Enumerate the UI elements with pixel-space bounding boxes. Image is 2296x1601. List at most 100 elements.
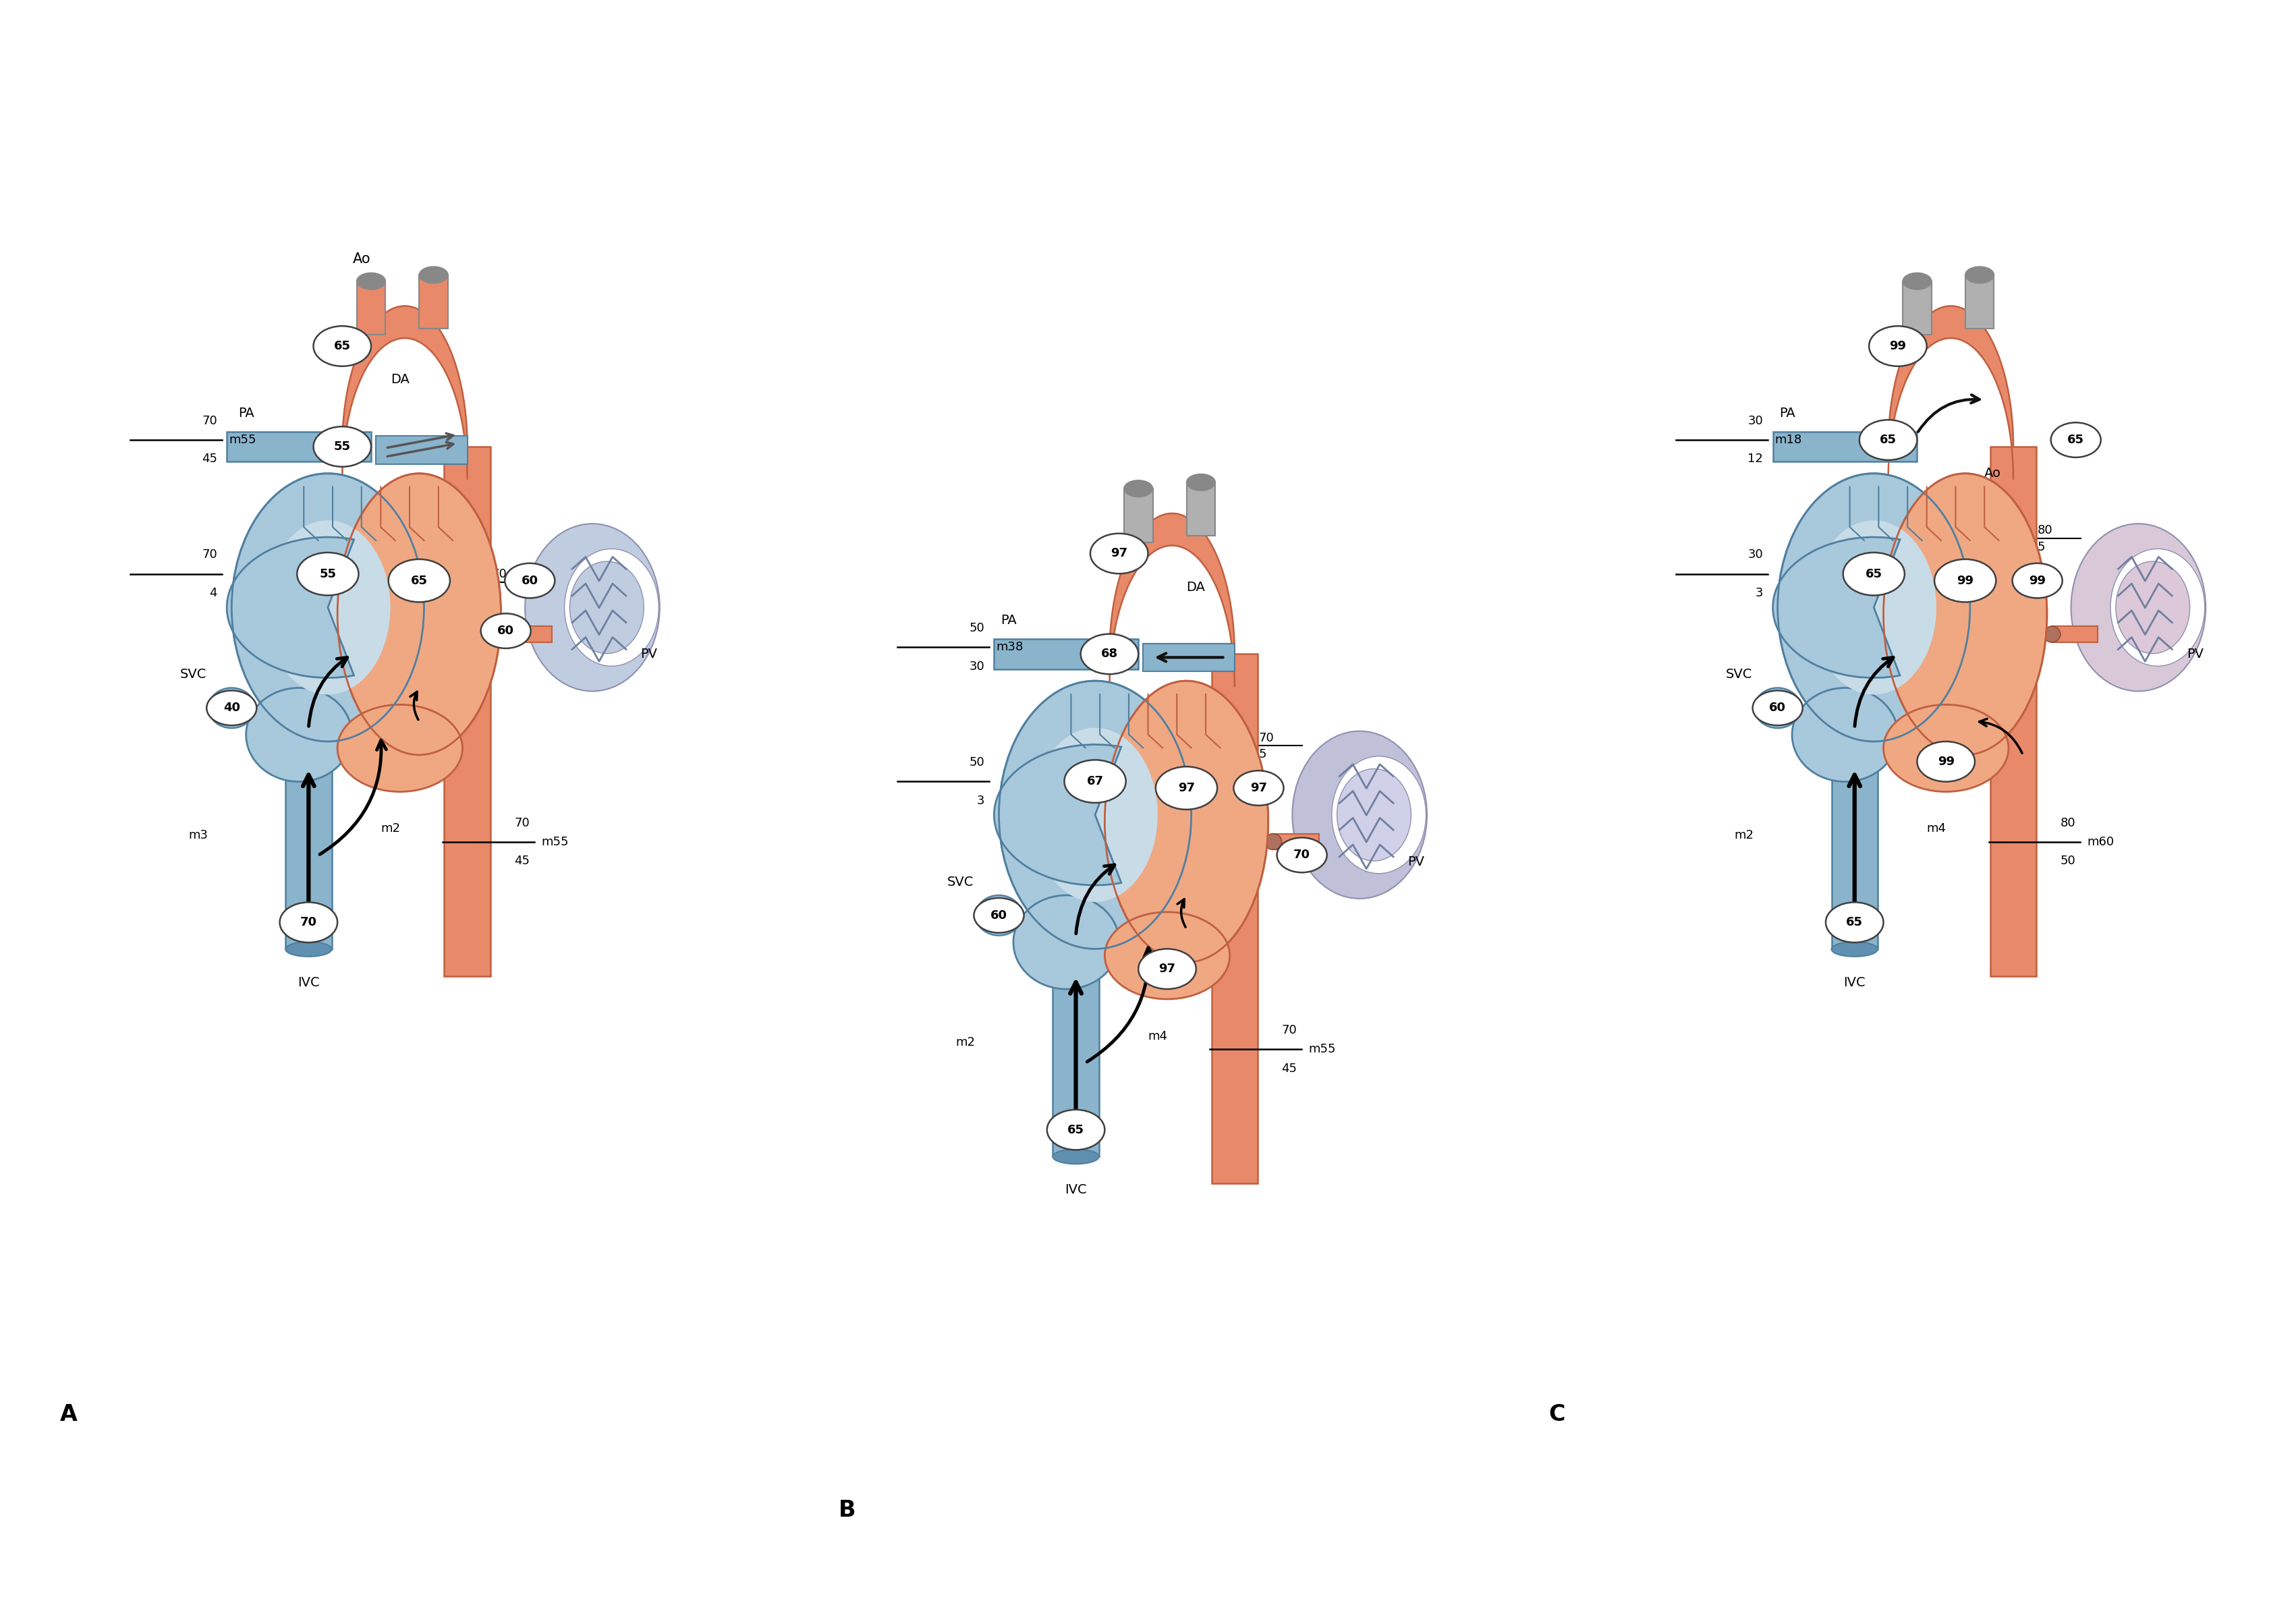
Text: 45: 45 xyxy=(514,855,530,868)
Text: PV: PV xyxy=(1407,855,1424,868)
Ellipse shape xyxy=(1104,913,1231,999)
Circle shape xyxy=(480,613,530,648)
Bar xyxy=(1143,644,1235,671)
Circle shape xyxy=(1155,767,1217,810)
Text: 60: 60 xyxy=(1770,701,1786,714)
Ellipse shape xyxy=(1883,474,2048,756)
Ellipse shape xyxy=(498,626,514,642)
Wedge shape xyxy=(227,536,354,677)
Text: RV: RV xyxy=(1077,849,1095,861)
Text: 55: 55 xyxy=(319,568,335,580)
Ellipse shape xyxy=(526,524,659,692)
Text: RA: RA xyxy=(1047,922,1065,935)
Circle shape xyxy=(312,327,372,367)
Text: m4: m4 xyxy=(1926,823,1947,834)
Text: m2: m2 xyxy=(381,823,400,834)
Polygon shape xyxy=(1109,514,1235,687)
Ellipse shape xyxy=(1793,688,1899,781)
Text: m55: m55 xyxy=(1309,1044,1336,1055)
Ellipse shape xyxy=(1812,520,1936,695)
Text: RV: RV xyxy=(310,642,326,655)
Text: m55: m55 xyxy=(230,434,255,447)
Bar xyxy=(1832,762,1878,949)
Text: A: A xyxy=(60,1404,78,1426)
Ellipse shape xyxy=(2043,626,2060,642)
Text: 65: 65 xyxy=(1864,568,1883,580)
Bar xyxy=(1272,834,1320,850)
Text: 3: 3 xyxy=(1756,588,1763,599)
Text: m3: m3 xyxy=(188,829,209,842)
Ellipse shape xyxy=(569,562,643,653)
Text: 99: 99 xyxy=(1938,756,1954,767)
Text: 70: 70 xyxy=(202,549,218,560)
Circle shape xyxy=(2050,423,2101,458)
Text: 60: 60 xyxy=(498,624,514,637)
Text: 30: 30 xyxy=(969,661,985,672)
Circle shape xyxy=(2011,564,2062,599)
Text: 4: 4 xyxy=(209,588,218,599)
Text: 65: 65 xyxy=(411,575,427,586)
Bar xyxy=(1903,282,1931,335)
Bar xyxy=(994,639,1139,669)
Text: m18: m18 xyxy=(1775,434,1802,447)
Bar xyxy=(1991,447,2037,977)
Circle shape xyxy=(1091,533,1148,573)
Circle shape xyxy=(505,564,556,599)
Circle shape xyxy=(1047,1109,1104,1150)
Text: 65: 65 xyxy=(2066,434,2085,447)
FancyArrowPatch shape xyxy=(388,442,452,456)
Circle shape xyxy=(1860,419,1917,459)
Ellipse shape xyxy=(999,680,1192,949)
Circle shape xyxy=(388,559,450,602)
Text: 68: 68 xyxy=(1102,648,1118,660)
Ellipse shape xyxy=(1187,474,1215,490)
Text: IVC: IVC xyxy=(1844,977,1867,989)
Text: 50: 50 xyxy=(2060,855,2076,868)
Text: Ao: Ao xyxy=(354,253,370,266)
Text: LV: LV xyxy=(1958,648,1972,661)
Text: 65: 65 xyxy=(1068,1124,1084,1135)
Bar xyxy=(2053,626,2099,642)
Ellipse shape xyxy=(209,688,255,728)
Ellipse shape xyxy=(420,266,448,283)
Text: IVC: IVC xyxy=(298,977,319,989)
Text: 65: 65 xyxy=(1846,916,1862,929)
Polygon shape xyxy=(1887,306,2014,479)
Wedge shape xyxy=(1773,536,1901,677)
Text: 97: 97 xyxy=(1159,962,1176,975)
Ellipse shape xyxy=(338,474,501,756)
Text: 45: 45 xyxy=(1281,1063,1297,1074)
Bar xyxy=(227,432,372,461)
Ellipse shape xyxy=(1293,732,1428,898)
Ellipse shape xyxy=(266,520,390,695)
Text: 45: 45 xyxy=(202,453,218,466)
Circle shape xyxy=(1233,770,1283,805)
Text: 70: 70 xyxy=(1258,732,1274,744)
Bar xyxy=(356,282,386,335)
Ellipse shape xyxy=(976,895,1022,935)
Circle shape xyxy=(1869,327,1926,367)
Text: 5: 5 xyxy=(1258,749,1267,760)
Text: 70: 70 xyxy=(202,415,218,427)
Ellipse shape xyxy=(1754,688,1800,728)
Bar xyxy=(1054,969,1100,1156)
Circle shape xyxy=(974,898,1024,933)
FancyArrowPatch shape xyxy=(1157,653,1224,661)
Text: 70: 70 xyxy=(1293,849,1311,861)
Text: 97: 97 xyxy=(1178,781,1194,794)
Text: LV: LV xyxy=(1180,855,1194,868)
Ellipse shape xyxy=(2110,549,2204,666)
Text: PV: PV xyxy=(2186,648,2204,661)
Ellipse shape xyxy=(1033,728,1157,901)
Ellipse shape xyxy=(232,474,425,741)
Text: 55: 55 xyxy=(333,440,351,453)
Circle shape xyxy=(1139,949,1196,989)
Ellipse shape xyxy=(1336,768,1412,861)
FancyArrowPatch shape xyxy=(1917,395,1979,432)
Text: RV: RV xyxy=(1855,642,1874,655)
Text: 60: 60 xyxy=(521,575,537,586)
Bar xyxy=(1187,482,1215,536)
Text: PV: PV xyxy=(641,648,657,661)
Text: RA: RA xyxy=(280,716,298,728)
Text: 50: 50 xyxy=(969,623,985,634)
